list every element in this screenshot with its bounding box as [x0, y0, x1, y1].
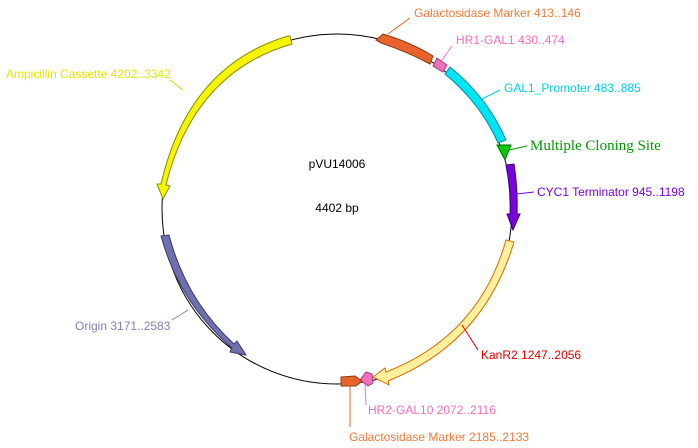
feature-hr1-gal1[interactable]: HR1-GAL1 430..474: [432, 33, 565, 73]
galactosidase-marker-top-label: Galactosidase Marker 413..146: [414, 6, 581, 20]
hr1-gal1-arrow[interactable]: [432, 57, 448, 73]
feature-multiple-cloning-site[interactable]: Multiple Cloning Site: [496, 138, 661, 162]
origin-label: Origin 3171..2583: [75, 319, 171, 333]
plasmid-size: 4402 bp: [315, 201, 359, 215]
origin-leader: [171, 309, 189, 321]
feature-ampicillin-cassette[interactable]: Ampicillin Cassette 4202..3342: [6, 35, 293, 201]
multiple-cloning-site-label: Multiple Cloning Site: [530, 138, 661, 154]
cyc1-terminator-label: CYC1 Terminator 945..1198: [537, 185, 685, 199]
kanr2-label: KanR2 1247..2056: [481, 348, 581, 362]
hr2-gal10-arrow[interactable]: [359, 371, 374, 387]
origin-arrow[interactable]: [160, 234, 248, 356]
multiple-cloning-site-arrow[interactable]: [496, 144, 512, 162]
galactosidase-marker-bottom-label: Galactosidase Marker 2185..2133: [349, 430, 529, 444]
plasmid-name: pVU14006: [309, 157, 366, 171]
cyc1-terminator-leader: [516, 191, 535, 195]
hr2-gal10-label: HR2-GAL10 2072..2116: [368, 403, 496, 417]
hr2-gal10-leader: [364, 383, 367, 406]
feature-gal1-promoter[interactable]: GAL1_Promoter 483..885: [444, 66, 641, 144]
multiple-cloning-site-leader: [508, 145, 528, 151]
galactosidase-marker-top-leader: [387, 17, 411, 35]
galactosidase-marker-bottom-arrow[interactable]: [340, 375, 363, 387]
galactosidase-marker-top-arrow[interactable]: [375, 33, 434, 65]
kanr2-leader: [461, 324, 479, 351]
ampicillin-cassette-label: Ampicillin Cassette 4202..3342: [6, 67, 171, 81]
hr1-gal1-label: HR1-GAL1 430..474: [456, 33, 565, 47]
gal1-promoter-leader: [479, 89, 501, 101]
feature-cyc1-terminator[interactable]: CYC1 Terminator 945..1198: [505, 163, 685, 232]
gal1-promoter-label: GAL1_Promoter 483..885: [504, 81, 641, 95]
gal1-promoter-arrow[interactable]: [444, 66, 507, 144]
ampicillin-cassette-leader: [169, 79, 184, 91]
feature-galactosidase-marker-top[interactable]: Galactosidase Marker 413..146: [375, 6, 581, 65]
feature-origin[interactable]: Origin 3171..2583: [75, 234, 248, 356]
feature-galactosidase-marker-bottom[interactable]: Galactosidase Marker 2185..2133: [340, 375, 529, 444]
feature-kanr2[interactable]: KanR2 1247..2056: [372, 239, 581, 386]
hr1-gal1-leader: [441, 45, 453, 61]
ampicillin-cassette-arrow[interactable]: [156, 35, 293, 201]
kanr2-arrow[interactable]: [372, 239, 515, 386]
feature-hr2-gal10[interactable]: HR2-GAL10 2072..2116: [359, 371, 496, 417]
cyc1-terminator-arrow[interactable]: [505, 163, 521, 232]
